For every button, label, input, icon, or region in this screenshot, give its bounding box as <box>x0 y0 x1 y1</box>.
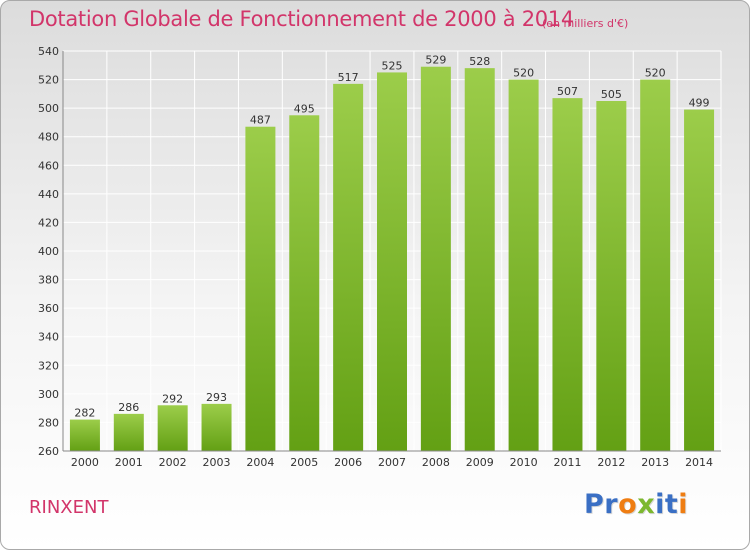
bar-2001 <box>113 413 144 451</box>
y-tick-label: 460 <box>38 159 59 172</box>
x-tick-label-2005: 2005 <box>290 456 318 469</box>
x-tick-label-2007: 2007 <box>378 456 406 469</box>
data-label-2010: 520 <box>513 67 534 80</box>
bar-2000 <box>69 419 100 451</box>
logo-letter: x <box>637 489 656 520</box>
bar-2004 <box>245 126 276 451</box>
logo-letter: i <box>655 489 665 520</box>
y-tick-label: 440 <box>38 188 59 201</box>
logo-letter: r <box>604 489 619 520</box>
x-tick-label-2006: 2006 <box>334 456 362 469</box>
data-label-2009: 528 <box>469 55 490 68</box>
axes: 260 280 300 320 340 360 380 400 420 440 460 480 500 5… <box>38 45 721 469</box>
y-tick-label: 340 <box>38 331 59 344</box>
x-tick-label-2013: 2013 <box>641 456 669 469</box>
x-tick-label-2009: 2009 <box>466 456 494 469</box>
bar-2005 <box>289 115 320 452</box>
bars: 282 286 292 293 487 495 517 525 529 528 520 507 505 5… <box>69 54 715 452</box>
data-label-2006: 517 <box>338 71 359 84</box>
bar-2010 <box>508 79 539 452</box>
x-tick-label-2008: 2008 <box>422 456 450 469</box>
bar-2009 <box>464 68 495 452</box>
data-label-2014: 499 <box>689 97 710 110</box>
y-tick-label: 280 <box>38 416 59 429</box>
x-tick-label-2014: 2014 <box>685 456 713 469</box>
x-tick-label-2010: 2010 <box>510 456 538 469</box>
bar-2003 <box>201 403 232 451</box>
data-label-2004: 487 <box>250 114 271 127</box>
bar-2013 <box>640 79 671 452</box>
bar-2012 <box>596 101 627 451</box>
y-tick-label: 480 <box>38 131 59 144</box>
data-label-2002: 292 <box>162 392 183 405</box>
x-tick-label-2012: 2012 <box>597 456 625 469</box>
data-label-2007: 525 <box>382 59 403 72</box>
y-tick-label: 540 <box>38 45 59 58</box>
y-tick-label: 260 <box>38 445 59 458</box>
x-tick-label-2000: 2000 <box>71 456 99 469</box>
logo-letter: P <box>584 489 605 520</box>
commune-name: RINXENT <box>29 497 109 518</box>
y-tick-label: 500 <box>38 102 59 115</box>
logo-letter: t <box>664 489 679 520</box>
bar-2006 <box>333 83 364 451</box>
bar-2002 <box>157 405 188 451</box>
data-label-2008: 529 <box>425 54 446 67</box>
data-label-2000: 282 <box>74 407 95 420</box>
bar-2007 <box>377 72 407 451</box>
x-tick-label-2004: 2004 <box>246 456 274 469</box>
bar-2011 <box>552 98 583 452</box>
proxiti-logo: Proxiti <box>584 489 688 520</box>
data-label-2003: 293 <box>206 391 227 404</box>
data-label-2012: 505 <box>601 88 622 101</box>
x-tick-label-2002: 2002 <box>159 456 187 469</box>
x-tick-label-2011: 2011 <box>553 456 581 469</box>
data-label-2011: 507 <box>557 85 578 98</box>
logo-letter: i <box>678 489 689 520</box>
x-tick-label-2001: 2001 <box>115 456 143 469</box>
chart-unit-note: (en milliers d'€) <box>542 17 629 30</box>
y-tick-label: 320 <box>38 359 59 372</box>
x-tick-label-2003: 2003 <box>203 456 231 469</box>
chart-title: Dotation Globale de Fonctionnement de 20… <box>29 7 574 31</box>
data-label-2005: 495 <box>294 102 315 115</box>
data-label-2001: 286 <box>118 401 139 414</box>
bar-2008 <box>420 66 451 451</box>
y-tick-label: 420 <box>38 216 59 229</box>
y-tick-label: 400 <box>38 245 59 258</box>
y-tick-label: 380 <box>38 274 59 287</box>
y-tick-label: 360 <box>38 302 59 315</box>
data-label-2013: 520 <box>645 67 666 80</box>
y-tick-label: 300 <box>38 388 59 401</box>
y-tick-label: 520 <box>38 74 59 87</box>
logo-letter: o <box>618 489 638 520</box>
bar-2014 <box>684 109 715 452</box>
